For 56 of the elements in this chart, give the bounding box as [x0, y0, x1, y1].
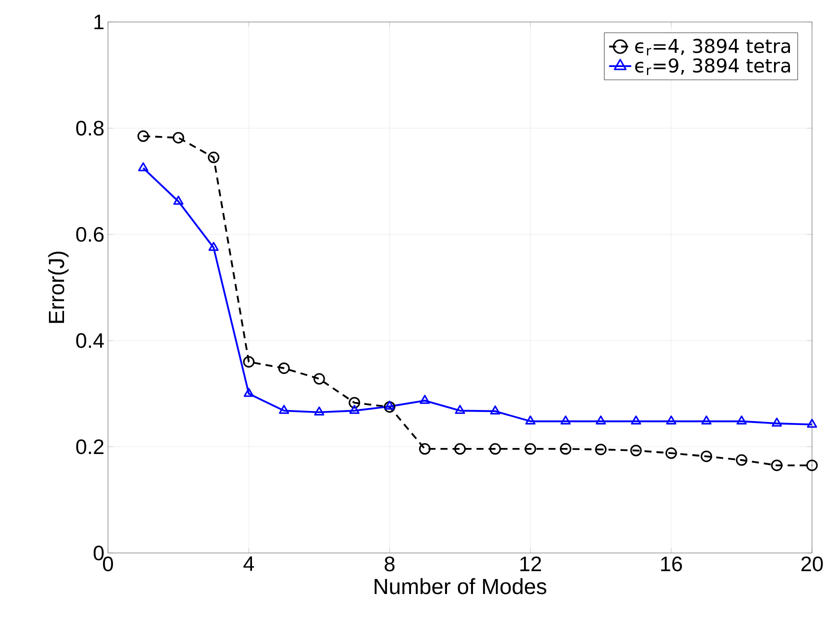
- point: [736, 416, 747, 425]
- point: [172, 132, 184, 144]
- point: [630, 416, 642, 425]
- point: [419, 443, 431, 455]
- point: [278, 404, 290, 414]
- point: [525, 416, 536, 425]
- point: [806, 418, 818, 428]
- x-tick-label: 16: [661, 556, 682, 572]
- point: [454, 404, 466, 414]
- y-tick-label: 0: [94, 546, 104, 560]
- x-tick-label: 4: [243, 556, 254, 571]
- point: [138, 162, 148, 172]
- point: [560, 416, 571, 425]
- y-tick-label: 0.2: [76, 439, 104, 454]
- x-tick-label: 12: [520, 556, 541, 572]
- point: [349, 404, 360, 414]
- point: [384, 400, 395, 410]
- y-tick-label: 0.8: [76, 120, 104, 136]
- point: [137, 130, 149, 142]
- point: [701, 416, 712, 425]
- point: [208, 242, 219, 251]
- point: [665, 447, 677, 459]
- point: [630, 444, 642, 456]
- x-axis-title: Number of Modes: [374, 578, 546, 594]
- point: [278, 362, 290, 374]
- legend-label: ϵ$_{r}$=9, 3894 tetra: [635, 58, 790, 75]
- x-tick-label: 20: [801, 556, 823, 572]
- y-tick-label: 0.4: [76, 333, 104, 348]
- point: [560, 443, 572, 455]
- point: [489, 443, 501, 455]
- point: [454, 443, 466, 455]
- point: [595, 444, 607, 456]
- point: [772, 418, 782, 427]
- point: [244, 388, 254, 397]
- legend-label: ϵ$_{r}$=4, 3894 tetra: [635, 38, 790, 56]
- point: [771, 460, 783, 472]
- point: [596, 416, 606, 425]
- point: [208, 152, 220, 164]
- point: [313, 373, 325, 385]
- point: [524, 443, 536, 455]
- y-axis-title: Error(J): [48, 252, 69, 323]
- point: [806, 460, 818, 472]
- point: [736, 454, 748, 466]
- x-tick-label: 0: [103, 556, 114, 572]
- point: [700, 450, 712, 462]
- point: [173, 196, 184, 205]
- point: [420, 394, 430, 404]
- point: [314, 406, 324, 416]
- y-tick-label: 0.6: [76, 226, 104, 242]
- point: [666, 416, 676, 425]
- y-tick-label: 1: [94, 14, 104, 30]
- point: [243, 356, 255, 368]
- x-tick-label: 8: [384, 556, 395, 572]
- point: [384, 401, 396, 413]
- point: [490, 405, 500, 414]
- point: [348, 396, 360, 408]
